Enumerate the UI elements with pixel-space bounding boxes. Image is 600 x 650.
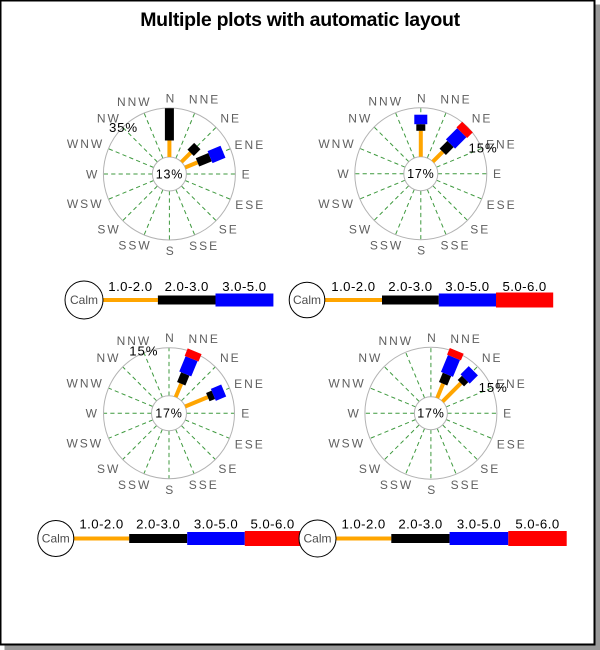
svg-text:2.0-3.0: 2.0-3.0 bbox=[165, 279, 209, 294]
svg-text:NW: NW bbox=[97, 351, 121, 365]
svg-text:N: N bbox=[427, 331, 438, 345]
svg-text:NNW: NNW bbox=[117, 334, 152, 348]
svg-text:S: S bbox=[166, 244, 176, 258]
svg-text:S: S bbox=[165, 483, 175, 497]
svg-text:SSE: SSE bbox=[451, 478, 481, 492]
svg-text:Calm: Calm bbox=[303, 532, 331, 546]
svg-text:NE: NE bbox=[220, 112, 241, 126]
svg-text:SSE: SSE bbox=[189, 478, 219, 492]
svg-text:SSW: SSW bbox=[370, 238, 403, 252]
svg-text:2.0-3.0: 2.0-3.0 bbox=[388, 279, 432, 294]
svg-text:WNW: WNW bbox=[318, 137, 355, 151]
svg-text:WNW: WNW bbox=[328, 376, 365, 390]
svg-text:NNW: NNW bbox=[368, 95, 403, 109]
svg-text:NNE: NNE bbox=[189, 332, 220, 346]
svg-text:Calm: Calm bbox=[70, 293, 98, 307]
svg-text:ESE: ESE bbox=[497, 437, 527, 451]
svg-text:ESE: ESE bbox=[235, 198, 265, 212]
svg-text:E: E bbox=[493, 167, 503, 181]
svg-text:NNE: NNE bbox=[189, 93, 220, 107]
svg-text:3.0-5.0: 3.0-5.0 bbox=[222, 279, 266, 294]
svg-text:3.0-5.0: 3.0-5.0 bbox=[445, 279, 489, 294]
svg-text:NW: NW bbox=[348, 111, 372, 125]
svg-text:SW: SW bbox=[97, 223, 120, 237]
svg-text:WNW: WNW bbox=[67, 376, 104, 390]
svg-text:5.0-6.0: 5.0-6.0 bbox=[250, 517, 294, 532]
svg-text:NE: NE bbox=[482, 351, 503, 365]
svg-text:17%: 17% bbox=[417, 407, 444, 421]
svg-text:E: E bbox=[242, 168, 252, 182]
svg-text:NNE: NNE bbox=[440, 92, 471, 106]
svg-text:W: W bbox=[348, 407, 361, 421]
svg-text:15%: 15% bbox=[129, 344, 158, 359]
svg-text:1.0-2.0: 1.0-2.0 bbox=[79, 517, 123, 532]
svg-text:SSW: SSW bbox=[380, 478, 413, 492]
svg-text:WSW: WSW bbox=[318, 197, 355, 211]
svg-text:ENE: ENE bbox=[234, 377, 265, 391]
svg-text:WSW: WSW bbox=[67, 197, 104, 211]
svg-text:ENE: ENE bbox=[235, 138, 266, 152]
svg-text:1.0-2.0: 1.0-2.0 bbox=[341, 517, 385, 532]
svg-text:SSW: SSW bbox=[118, 478, 151, 492]
svg-text:ENE: ENE bbox=[486, 138, 517, 152]
svg-text:WSW: WSW bbox=[328, 436, 365, 450]
svg-text:NE: NE bbox=[220, 351, 241, 365]
svg-text:Calm: Calm bbox=[42, 532, 70, 546]
svg-text:NNW: NNW bbox=[117, 95, 152, 109]
svg-text:SE: SE bbox=[470, 222, 490, 236]
svg-text:W: W bbox=[86, 407, 99, 421]
svg-text:35%: 35% bbox=[109, 120, 138, 135]
svg-text:SSE: SSE bbox=[189, 239, 219, 253]
svg-text:3.0-5.0: 3.0-5.0 bbox=[194, 517, 238, 532]
svg-text:3.0-5.0: 3.0-5.0 bbox=[457, 517, 501, 532]
svg-text:SW: SW bbox=[359, 462, 382, 476]
svg-text:5.0-6.0: 5.0-6.0 bbox=[502, 279, 546, 294]
svg-text:W: W bbox=[86, 167, 99, 181]
svg-text:15%: 15% bbox=[469, 140, 498, 155]
svg-text:N: N bbox=[166, 92, 177, 106]
svg-text:5.0-6.0: 5.0-6.0 bbox=[515, 517, 559, 532]
svg-text:Calm: Calm bbox=[293, 293, 321, 307]
svg-text:SSE: SSE bbox=[440, 239, 470, 253]
svg-text:17%: 17% bbox=[155, 407, 182, 421]
svg-text:ESE: ESE bbox=[487, 198, 517, 212]
svg-text:17%: 17% bbox=[407, 167, 434, 181]
svg-text:E: E bbox=[241, 407, 251, 421]
svg-text:S: S bbox=[427, 483, 437, 497]
svg-text:SW: SW bbox=[349, 222, 372, 236]
svg-text:2.0-3.0: 2.0-3.0 bbox=[136, 517, 180, 532]
svg-text:NE: NE bbox=[472, 111, 493, 125]
svg-text:ESE: ESE bbox=[235, 437, 265, 451]
svg-text:13%: 13% bbox=[156, 167, 183, 181]
svg-text:NNW: NNW bbox=[378, 334, 413, 348]
svg-text:NW: NW bbox=[97, 112, 121, 126]
svg-text:NNE: NNE bbox=[450, 332, 481, 346]
svg-text:1.0-2.0: 1.0-2.0 bbox=[331, 279, 375, 294]
svg-text:Multiple plots with automatic: Multiple plots with automatic layout bbox=[140, 9, 460, 31]
svg-text:ENE: ENE bbox=[496, 377, 527, 391]
svg-text:NW: NW bbox=[358, 351, 382, 365]
svg-text:SE: SE bbox=[480, 462, 500, 476]
svg-text:W: W bbox=[337, 167, 350, 181]
svg-text:SW: SW bbox=[97, 462, 120, 476]
svg-text:WSW: WSW bbox=[66, 436, 103, 450]
svg-text:SSW: SSW bbox=[118, 239, 151, 253]
svg-text:E: E bbox=[503, 407, 513, 421]
svg-text:SE: SE bbox=[218, 462, 238, 476]
svg-text:WNW: WNW bbox=[67, 137, 104, 151]
svg-text:S: S bbox=[417, 244, 427, 258]
svg-text:SE: SE bbox=[219, 223, 239, 237]
svg-text:15%: 15% bbox=[479, 380, 508, 395]
svg-text:2.0-3.0: 2.0-3.0 bbox=[398, 517, 442, 532]
svg-text:N: N bbox=[165, 331, 176, 345]
svg-text:N: N bbox=[417, 91, 428, 105]
svg-text:1.0-2.0: 1.0-2.0 bbox=[108, 279, 152, 294]
